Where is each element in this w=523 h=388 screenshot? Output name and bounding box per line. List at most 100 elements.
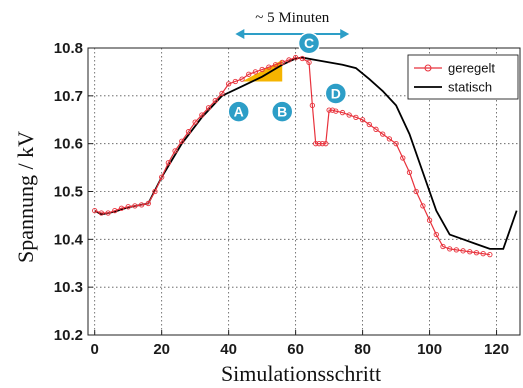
- x-tick-label: 80: [354, 341, 371, 358]
- data-point-geregelt: [179, 138, 185, 144]
- x-tick-label: 60: [287, 341, 304, 358]
- data-point-geregelt: [413, 188, 419, 195]
- y-tick-label: 10.3: [54, 279, 83, 296]
- series-layer: [92, 54, 518, 258]
- data-point-geregelt: [98, 210, 105, 216]
- badge-label: C: [304, 35, 314, 51]
- data-point-geregelt: [313, 141, 319, 147]
- span-label: ~ 5 Minuten: [255, 10, 329, 26]
- data-point-geregelt: [460, 248, 466, 254]
- legend-label: statisch: [448, 80, 492, 95]
- badge-label: A: [234, 104, 244, 120]
- legend-label: geregelt: [448, 61, 495, 76]
- data-point-geregelt: [467, 249, 473, 255]
- data-point-geregelt: [426, 217, 433, 223]
- data-point-geregelt: [279, 59, 285, 65]
- data-point-geregelt: [292, 54, 299, 61]
- data-point-geregelt: [309, 102, 316, 109]
- y-tick-label: 10.8: [54, 40, 83, 57]
- tick-labels: 0 20 40 60 80 100 120 10.2 10.3 10.4 10.5 10.6 10.7 1…: [54, 40, 509, 358]
- y-tick-label: 10.7: [54, 88, 83, 105]
- x-tick-label: 40: [220, 341, 237, 358]
- badge-circle: [227, 100, 250, 123]
- data-point-geregelt: [326, 107, 332, 113]
- span-arrow-right-head: [340, 29, 350, 39]
- x-tick-label: 120: [484, 341, 509, 358]
- data-point-geregelt: [299, 55, 305, 62]
- data-point-geregelt: [239, 76, 245, 82]
- x-tick-label: 0: [91, 341, 99, 358]
- data-point-geregelt: [172, 148, 178, 154]
- data-point-geregelt: [226, 81, 232, 87]
- series-line-geregelt: [94, 56, 490, 256]
- data-point-geregelt: [92, 207, 98, 214]
- badge-d: D: [324, 82, 348, 105]
- badge-circle: [297, 31, 321, 55]
- data-point-geregelt: [185, 129, 192, 135]
- data-point-geregelt: [246, 71, 252, 77]
- data-point-geregelt: [323, 141, 329, 147]
- data-point-geregelt: [316, 141, 322, 147]
- data-point-geregelt: [118, 205, 125, 211]
- data-point-geregelt: [447, 246, 453, 252]
- badge-a: A: [227, 100, 250, 123]
- highlight-triangle: [242, 59, 283, 82]
- data-point-geregelt: [306, 59, 312, 65]
- data-point-geregelt: [259, 66, 265, 73]
- data-point-geregelt: [487, 251, 493, 258]
- x-tick-label: 20: [153, 341, 170, 358]
- data-point-geregelt: [346, 112, 352, 118]
- span-arrow-left-head: [235, 29, 245, 39]
- data-point-geregelt: [339, 109, 346, 116]
- data-point-geregelt: [453, 247, 460, 253]
- data-point-geregelt: [272, 62, 279, 68]
- y-tick-label: 10.4: [54, 231, 84, 248]
- data-point-geregelt: [400, 155, 406, 161]
- data-point-geregelt: [433, 231, 439, 238]
- badge-label: D: [331, 85, 341, 101]
- data-point-geregelt: [138, 202, 145, 208]
- data-point-geregelt: [152, 188, 158, 195]
- x-axis-label: Simulationsschritt: [221, 361, 381, 386]
- data-point-geregelt: [165, 160, 172, 166]
- data-point-geregelt: [393, 141, 399, 147]
- data-point-geregelt: [386, 136, 393, 142]
- data-point-geregelt: [112, 207, 118, 214]
- data-point-geregelt: [353, 114, 359, 121]
- data-point-geregelt: [286, 57, 292, 63]
- badge-b: B: [270, 100, 294, 123]
- data-point-geregelt: [440, 243, 446, 250]
- badge-layer: A B C D: [227, 31, 348, 123]
- y-axis-label: Spannung / kV: [13, 131, 38, 263]
- data-point-geregelt: [406, 169, 413, 176]
- data-point-geregelt: [333, 108, 339, 114]
- data-point-geregelt: [205, 105, 212, 111]
- legend-marker: [424, 64, 432, 72]
- legend: geregelt statisch: [407, 54, 519, 100]
- badge-label: B: [277, 104, 287, 120]
- data-point-geregelt: [105, 210, 111, 216]
- badge-circle: [324, 82, 348, 105]
- y-tick-label: 10.2: [54, 327, 83, 344]
- data-point-geregelt: [420, 203, 426, 209]
- highlight-triangle-layer: [242, 59, 283, 82]
- data-point-geregelt: [380, 131, 386, 137]
- annotation-layer: ~ 5 Minuten: [235, 10, 350, 39]
- data-point-geregelt: [480, 251, 486, 257]
- legend-box: [407, 54, 519, 100]
- data-point-geregelt: [373, 126, 379, 132]
- data-point-geregelt: [319, 141, 326, 147]
- data-point-geregelt: [145, 200, 151, 207]
- data-point-geregelt: [473, 250, 480, 256]
- badge-circle: [270, 100, 294, 123]
- badge-c: C: [297, 31, 321, 55]
- data-point-geregelt: [232, 78, 238, 85]
- data-point-geregelt: [219, 90, 225, 97]
- y-tick-label: 10.6: [54, 136, 83, 153]
- data-point-geregelt: [366, 121, 372, 128]
- data-point-geregelt: [359, 117, 366, 123]
- data-point-geregelt: [329, 107, 336, 113]
- data-point-geregelt: [212, 97, 218, 104]
- data-point-geregelt: [199, 112, 205, 118]
